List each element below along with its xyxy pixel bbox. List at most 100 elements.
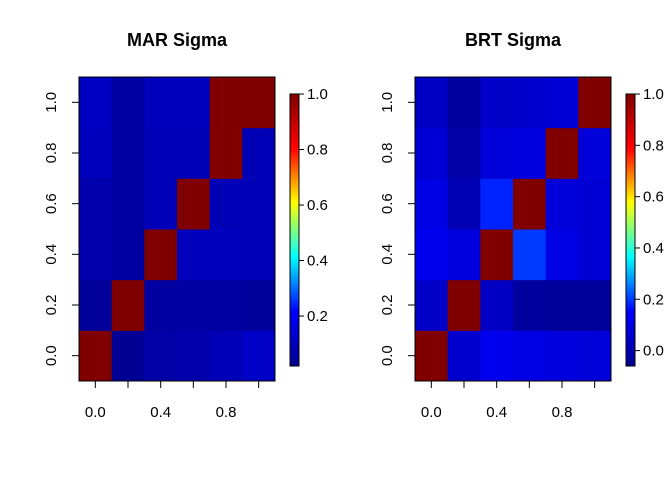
heatmap-cell xyxy=(447,279,481,331)
colorbar-tick-label: 0.4 xyxy=(307,253,328,270)
y-tick-label: 0.8 xyxy=(43,143,60,164)
x-axis: 0.0 0.4 0.8 xyxy=(85,381,260,421)
colorbar: 0.2 0.4 0.6 0.8 1.0 xyxy=(289,86,328,367)
heatmap-cell xyxy=(447,178,481,230)
heatmap-cell xyxy=(513,229,547,281)
heatmap-cell xyxy=(545,178,579,230)
heatmap-cell xyxy=(513,330,547,382)
colorbar-tick-label: 0.2 xyxy=(643,291,664,308)
x-axis: 0.0 0.4 0.8 xyxy=(421,381,596,421)
heatmap-cell xyxy=(144,178,178,230)
heatmap-cells xyxy=(415,77,612,382)
heatmap-cell xyxy=(209,229,243,281)
heatmap-cell xyxy=(415,178,449,230)
y-tick-label: 0.2 xyxy=(379,295,396,316)
heatmap-cell xyxy=(545,229,579,281)
heatmap-cell xyxy=(79,279,113,331)
y-tick-label: 0.0 xyxy=(43,345,60,366)
heatmap-cell xyxy=(242,178,276,230)
y-tick-label: 0.2 xyxy=(43,295,60,316)
chart-title: BRT Sigma xyxy=(465,30,562,50)
colorbar-tick-label: 0.8 xyxy=(643,137,664,154)
heatmap-cell xyxy=(578,330,612,382)
colorbar-tick-label: 1.0 xyxy=(643,86,664,103)
heatmap-cell xyxy=(545,279,579,331)
y-tick-label: 0.6 xyxy=(43,193,60,214)
heatmap-cell xyxy=(480,178,514,230)
y-axis: 0.0 0.2 0.4 0.6 0.8 1.0 xyxy=(43,92,79,366)
heatmap-cell xyxy=(513,127,547,179)
heatmap-cell xyxy=(578,127,612,179)
colorbar-tick-label: 0.4 xyxy=(643,240,664,257)
heatmap-cell xyxy=(242,127,276,179)
heatmap-cell xyxy=(578,279,612,331)
heatmap-cell xyxy=(79,330,113,382)
y-tick-label: 0.6 xyxy=(379,193,396,214)
heatmap-cell xyxy=(111,229,145,281)
heatmap-cell xyxy=(513,77,547,129)
heatmap-cell xyxy=(447,229,481,281)
heatmap-cell xyxy=(415,330,449,382)
heatmap-cell xyxy=(415,127,449,179)
heatmap-cell xyxy=(480,127,514,179)
heatmap-cell xyxy=(578,77,612,129)
heatmap-cell xyxy=(177,77,211,129)
heatmap-cell xyxy=(480,229,514,281)
heatmap-cell xyxy=(144,279,178,331)
y-tick-label: 0.4 xyxy=(379,244,396,265)
heatmap-cell xyxy=(209,77,243,129)
heatmap-cell xyxy=(447,127,481,179)
x-tick-label: 0.4 xyxy=(486,404,507,421)
mar-sigma-panel: MAR Sigma 0.0 0.2 0.4 0.6 0.8 1.0 0.0 0.4 0.8 0… xyxy=(43,30,328,421)
colorbar-tick-label: 0.6 xyxy=(643,189,664,206)
heatmap-cell xyxy=(480,330,514,382)
x-tick-label: 0.4 xyxy=(150,404,171,421)
y-axis: 0.0 0.2 0.4 0.6 0.8 1.0 xyxy=(379,92,415,366)
heatmap-cell xyxy=(79,229,113,281)
plot-frame xyxy=(78,76,276,382)
heatmap-cell xyxy=(177,279,211,331)
colorbar-gradient xyxy=(289,93,300,367)
heatmap-cell xyxy=(209,178,243,230)
heatmap-cell xyxy=(79,127,113,179)
heatmap-cell xyxy=(513,178,547,230)
colorbar-gradient xyxy=(625,93,636,367)
x-tick-label: 0.0 xyxy=(421,404,442,421)
heatmap-cells xyxy=(79,77,276,382)
y-tick-label: 0.4 xyxy=(43,244,60,265)
heatmap-cell xyxy=(209,279,243,331)
heatmap-cell xyxy=(79,178,113,230)
heatmap-cell xyxy=(144,127,178,179)
y-tick-label: 1.0 xyxy=(43,92,60,113)
heatmap-cell xyxy=(242,279,276,331)
heatmap-cell xyxy=(209,330,243,382)
heatmap-cell xyxy=(447,77,481,129)
y-tick-label: 0.0 xyxy=(379,345,396,366)
colorbar-tick-label: 0.2 xyxy=(307,308,328,325)
heatmap-cell xyxy=(144,229,178,281)
heatmap-cell xyxy=(415,279,449,331)
heatmap-cell xyxy=(578,178,612,230)
heatmap-cell xyxy=(447,330,481,382)
colorbar-tick-label: 0.8 xyxy=(307,142,328,159)
heatmap-cell xyxy=(415,77,449,129)
colorbar-tick-label: 0.6 xyxy=(307,197,328,214)
heatmap-cell xyxy=(480,279,514,331)
heatmap-cell xyxy=(545,77,579,129)
heatmap-cell xyxy=(242,330,276,382)
heatmap-cell xyxy=(111,330,145,382)
heatmap-cell xyxy=(111,127,145,179)
heatmap-cell xyxy=(480,77,514,129)
heatmap-cell xyxy=(242,77,276,129)
plot-frame xyxy=(414,76,612,382)
heatmap-cell xyxy=(242,229,276,281)
heatmap-cell xyxy=(111,77,145,129)
x-tick-label: 0.0 xyxy=(85,404,106,421)
heatmap-cell xyxy=(209,127,243,179)
heatmap-cell xyxy=(177,127,211,179)
colorbar-tick-label: 0.0 xyxy=(643,343,664,360)
heatmap-cell xyxy=(545,127,579,179)
heatmap-cell xyxy=(79,77,113,129)
heatmap-cell xyxy=(144,330,178,382)
